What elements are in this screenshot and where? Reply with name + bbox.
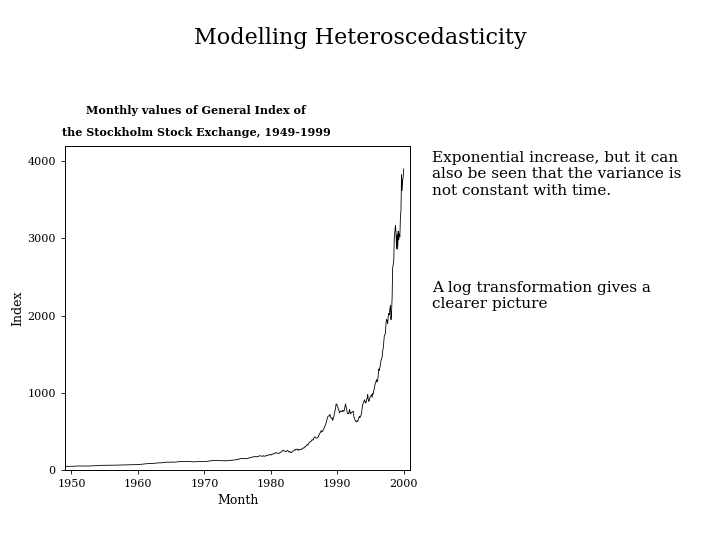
X-axis label: Month: Month	[217, 495, 258, 508]
Text: A log transformation gives a
clearer picture: A log transformation gives a clearer pic…	[432, 281, 651, 311]
Text: Monthly values of General Index of: Monthly values of General Index of	[86, 105, 306, 116]
Text: Modelling Heteroscedasticity: Modelling Heteroscedasticity	[194, 27, 526, 49]
Y-axis label: Index: Index	[12, 290, 24, 326]
Text: Exponential increase, but it can
also be seen that the variance is
not constant : Exponential increase, but it can also be…	[432, 151, 681, 198]
Text: the Stockholm Stock Exchange, 1949-1999: the Stockholm Stock Exchange, 1949-1999	[62, 127, 330, 138]
